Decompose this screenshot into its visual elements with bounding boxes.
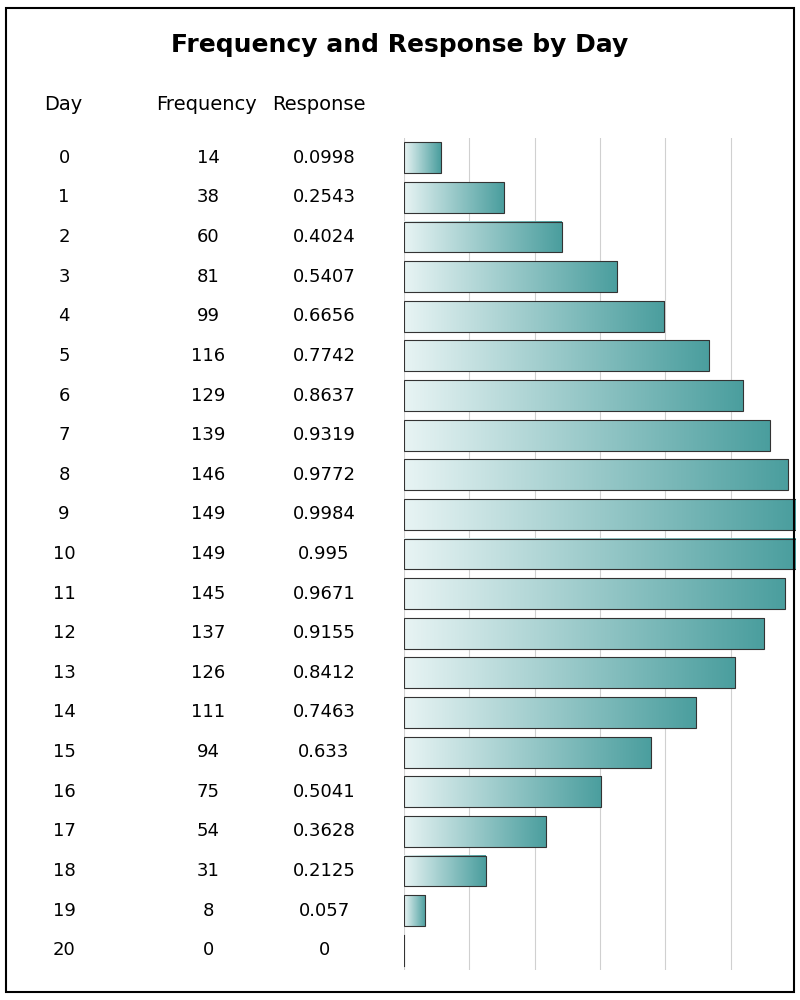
Bar xyxy=(404,737,651,768)
Bar xyxy=(404,697,696,728)
Text: 149: 149 xyxy=(191,505,225,523)
Text: 0.0998: 0.0998 xyxy=(293,149,355,167)
Bar xyxy=(404,420,770,451)
Text: 1: 1 xyxy=(58,188,70,206)
Bar xyxy=(404,539,796,569)
Text: 18: 18 xyxy=(53,862,75,880)
Text: 0: 0 xyxy=(318,941,330,959)
Text: 13: 13 xyxy=(53,664,75,682)
Text: 0: 0 xyxy=(202,941,214,959)
Text: 0.633: 0.633 xyxy=(298,743,350,761)
Text: 11: 11 xyxy=(53,585,75,603)
Text: 146: 146 xyxy=(191,466,225,484)
Bar xyxy=(404,499,796,530)
Text: 20: 20 xyxy=(53,941,75,959)
Text: 0.4024: 0.4024 xyxy=(293,228,355,246)
Bar xyxy=(404,142,441,173)
Text: 116: 116 xyxy=(191,347,225,365)
Text: Frequency and Response by Day: Frequency and Response by Day xyxy=(171,33,629,57)
Bar xyxy=(404,578,786,609)
Text: 0.5407: 0.5407 xyxy=(293,268,355,286)
Bar xyxy=(404,895,425,926)
Text: 149: 149 xyxy=(191,545,225,563)
Text: 10: 10 xyxy=(53,545,75,563)
Text: 139: 139 xyxy=(191,426,225,444)
Text: 5: 5 xyxy=(58,347,70,365)
Bar xyxy=(404,816,546,847)
Text: 0.5041: 0.5041 xyxy=(293,783,355,801)
Bar xyxy=(404,261,617,292)
Text: 19: 19 xyxy=(53,902,75,920)
Text: 0.2543: 0.2543 xyxy=(293,188,355,206)
Text: 81: 81 xyxy=(197,268,219,286)
Bar xyxy=(404,776,602,807)
Bar xyxy=(404,222,562,252)
Text: 8: 8 xyxy=(58,466,70,484)
Text: 99: 99 xyxy=(197,307,219,325)
Text: 0.7463: 0.7463 xyxy=(293,703,355,721)
Text: 0.9155: 0.9155 xyxy=(293,624,355,642)
Text: 54: 54 xyxy=(197,822,219,840)
Text: 129: 129 xyxy=(191,387,225,405)
Text: Response: Response xyxy=(272,96,366,114)
Bar xyxy=(404,380,743,411)
Text: 14: 14 xyxy=(53,703,75,721)
Text: 0: 0 xyxy=(58,149,70,167)
Bar xyxy=(404,459,788,490)
Bar xyxy=(404,340,709,371)
Bar xyxy=(404,657,735,688)
Text: 145: 145 xyxy=(191,585,225,603)
Text: 4: 4 xyxy=(58,307,70,325)
Text: 12: 12 xyxy=(53,624,75,642)
Text: 7: 7 xyxy=(58,426,70,444)
Text: 0.9671: 0.9671 xyxy=(293,585,355,603)
Text: 60: 60 xyxy=(197,228,219,246)
Text: 111: 111 xyxy=(191,703,225,721)
Text: 0.9984: 0.9984 xyxy=(293,505,355,523)
Text: 0.2125: 0.2125 xyxy=(293,862,355,880)
Text: 0.8412: 0.8412 xyxy=(293,664,355,682)
Bar xyxy=(404,618,765,649)
Text: 0.057: 0.057 xyxy=(298,902,350,920)
Text: 0.995: 0.995 xyxy=(298,545,350,563)
Bar xyxy=(404,856,486,886)
Text: 38: 38 xyxy=(197,188,219,206)
Text: 3: 3 xyxy=(58,268,70,286)
Text: 17: 17 xyxy=(53,822,75,840)
Text: 0.9772: 0.9772 xyxy=(293,466,355,484)
Text: 94: 94 xyxy=(197,743,219,761)
Text: 0.6656: 0.6656 xyxy=(293,307,355,325)
Text: 31: 31 xyxy=(197,862,219,880)
Text: 0.3628: 0.3628 xyxy=(293,822,355,840)
Text: Day: Day xyxy=(44,96,82,114)
Text: Frequency: Frequency xyxy=(156,96,257,114)
Text: 0.9319: 0.9319 xyxy=(293,426,355,444)
Text: 8: 8 xyxy=(202,902,214,920)
Text: 0.8637: 0.8637 xyxy=(293,387,355,405)
Text: 16: 16 xyxy=(53,783,75,801)
Bar xyxy=(404,301,665,332)
Text: 126: 126 xyxy=(191,664,225,682)
Text: 9: 9 xyxy=(58,505,70,523)
Text: 0.7742: 0.7742 xyxy=(293,347,355,365)
Text: 2: 2 xyxy=(58,228,70,246)
Text: 15: 15 xyxy=(53,743,75,761)
Text: 75: 75 xyxy=(197,783,219,801)
Text: 14: 14 xyxy=(197,149,219,167)
Text: 137: 137 xyxy=(191,624,225,642)
Bar xyxy=(404,182,504,213)
Text: 6: 6 xyxy=(58,387,70,405)
